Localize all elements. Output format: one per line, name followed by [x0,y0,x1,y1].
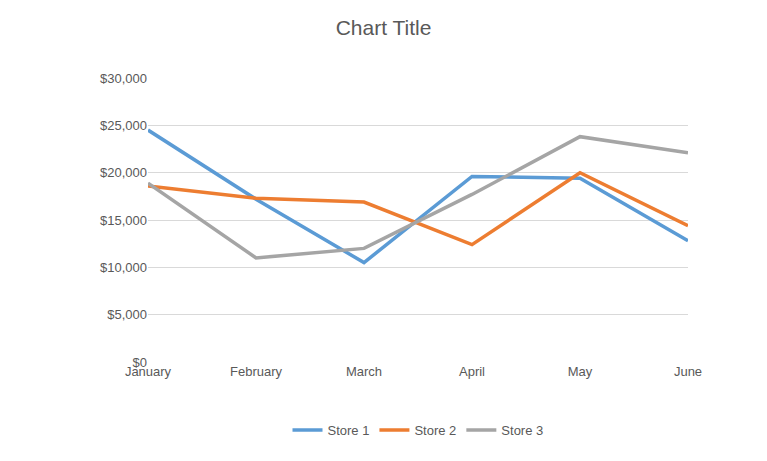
svg-text:$15,000: $15,000 [100,213,147,228]
svg-text:May: May [568,364,593,379]
svg-text:$25,000: $25,000 [100,118,147,133]
svg-text:January: January [125,364,172,379]
svg-text:February: February [230,364,283,379]
svg-text:$30,000: $30,000 [100,71,147,86]
svg-text:Store 2: Store 2 [414,423,456,438]
svg-text:March: March [346,364,382,379]
svg-text:$20,000: $20,000 [100,165,147,180]
svg-text:$5,000: $5,000 [107,307,147,322]
svg-text:Chart Title: Chart Title [336,16,432,39]
svg-text:April: April [459,364,485,379]
svg-text:$10,000: $10,000 [100,260,147,275]
svg-text:June: June [674,364,702,379]
svg-text:$0: $0 [133,355,147,370]
svg-text:Store 3: Store 3 [501,423,543,438]
svg-text:Store 1: Store 1 [328,423,370,438]
